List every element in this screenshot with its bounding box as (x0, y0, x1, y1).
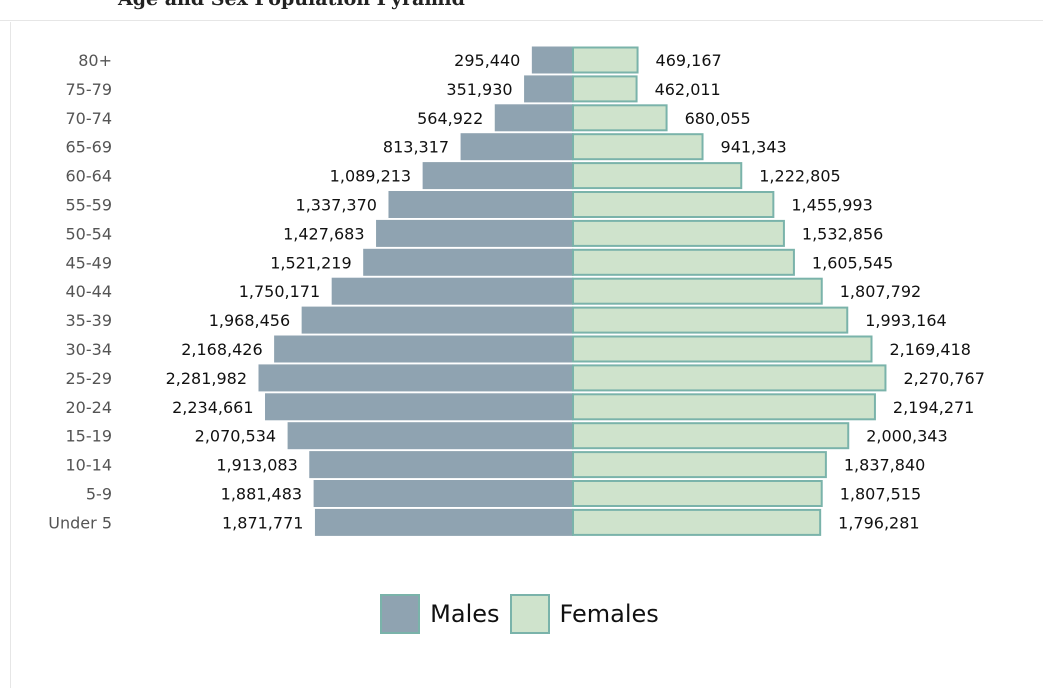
chart-title: Age and Sex Population Pyramid (118, 0, 465, 10)
male-bar-25-29 (258, 364, 574, 392)
male-bar-35-39 (301, 306, 574, 334)
male-value-label: 1,089,213 (330, 167, 411, 186)
female-bar-10-14 (572, 451, 827, 479)
male-bar-5-9 (313, 480, 574, 507)
female-bar-75-79 (572, 75, 638, 103)
male-bar-80- (531, 46, 574, 74)
female-bar-40-44 (572, 277, 823, 305)
age-group-label: 60-64 (66, 167, 113, 186)
legend: Males Females (0, 590, 1043, 638)
female-bar-25-29 (572, 364, 887, 392)
males-swatch (380, 594, 421, 634)
male-bar-50-54 (376, 219, 574, 247)
age-group-label: 10-14 (66, 456, 113, 475)
male-bar-20-24 (265, 393, 574, 421)
left-divider (10, 22, 11, 688)
female-value-label: 680,055 (685, 109, 751, 128)
legend-item-females: Females (509, 594, 663, 634)
male-value-label: 1,968,456 (209, 311, 290, 330)
female-value-label: 1,993,164 (865, 311, 946, 330)
female-bar-60-64 (572, 162, 743, 190)
age-group-label: 75-79 (66, 80, 113, 99)
female-value-label: 1,222,805 (759, 167, 840, 186)
top-divider (0, 20, 1043, 21)
population-pyramid-chart: Under 5 1,871,771 1,796,281 5-9 1,881,483 1,8… (48, 46, 985, 536)
age-group-label: 65-69 (66, 138, 113, 157)
male-value-label: 2,234,661 (172, 398, 253, 417)
male-value-label: 1,337,370 (296, 196, 377, 215)
male-value-label: 564,922 (417, 109, 483, 128)
age-group-label: 40-44 (66, 282, 113, 301)
age-group-label: 15-19 (66, 427, 113, 446)
age-group-label: 80+ (78, 51, 112, 70)
male-bar-15-19 (287, 422, 574, 450)
female-bar-70-74 (572, 104, 668, 132)
female-value-label: 1,807,792 (840, 282, 921, 301)
female-value-label: 1,532,856 (802, 224, 883, 243)
male-value-label: 2,070,534 (195, 427, 276, 446)
male-value-label: 1,871,771 (222, 513, 303, 532)
age-group-label: 45-49 (66, 253, 113, 272)
male-value-label: 1,881,483 (221, 485, 302, 504)
female-bar-under-5 (572, 508, 822, 536)
legend-item-males: Males (380, 594, 503, 634)
male-bar-10-14 (309, 451, 574, 479)
age-group-label: 70-74 (66, 109, 113, 128)
male-value-label: 2,281,982 (166, 369, 247, 388)
male-value-label: 1,750,171 (239, 282, 320, 301)
female-bar-20-24 (572, 393, 876, 421)
female-bar-50-54 (572, 219, 785, 247)
age-group-label: 20-24 (66, 398, 113, 417)
female-bar-30-34 (572, 335, 873, 363)
title-strip: Age and Sex Population Pyramid (0, 0, 1043, 22)
age-group-label: 30-34 (66, 340, 113, 359)
age-group-label: 25-29 (66, 369, 113, 388)
females-swatch (509, 594, 550, 634)
female-bar-5-9 (572, 480, 823, 507)
male-bar-45-49 (363, 248, 574, 276)
female-value-label: 2,000,343 (866, 427, 947, 446)
female-bar-35-39 (572, 306, 849, 334)
male-value-label: 351,930 (446, 80, 512, 99)
female-bar-65-69 (572, 133, 704, 161)
age-group-label: 35-39 (66, 311, 113, 330)
female-value-label: 941,343 (721, 138, 787, 157)
age-group-label: Under 5 (48, 513, 112, 532)
male-bar-55-59 (388, 191, 574, 218)
female-value-label: 1,807,515 (840, 485, 921, 504)
female-value-label: 1,796,281 (838, 513, 919, 532)
male-value-label: 2,168,426 (181, 340, 262, 359)
age-group-label: 5-9 (86, 485, 112, 504)
female-value-label: 462,011 (655, 80, 721, 99)
male-value-label: 1,521,219 (270, 253, 351, 272)
female-value-label: 1,605,545 (812, 253, 893, 272)
male-bar-30-34 (274, 335, 574, 363)
female-value-label: 1,455,993 (791, 196, 872, 215)
male-value-label: 1,427,683 (283, 224, 364, 243)
male-value-label: 813,317 (383, 138, 449, 157)
female-value-label: 1,837,840 (844, 456, 925, 475)
female-bar-45-49 (572, 248, 795, 276)
female-value-label: 2,270,767 (903, 369, 984, 388)
male-value-label: 1,913,083 (216, 456, 297, 475)
female-bar-55-59 (572, 191, 775, 218)
male-bar-75-79 (524, 75, 574, 103)
females-legend-label: Females (559, 600, 659, 628)
male-bar-60-64 (422, 162, 574, 190)
female-value-label: 2,169,418 (890, 340, 971, 359)
male-bar-under-5 (314, 508, 574, 536)
female-bar-80- (572, 46, 639, 74)
male-bar-65-69 (460, 133, 574, 161)
male-bar-40-44 (331, 277, 574, 305)
male-value-label: 295,440 (454, 51, 520, 70)
age-group-label: 55-59 (66, 196, 113, 215)
female-bar-15-19 (572, 422, 850, 450)
males-legend-label: Males (430, 600, 500, 628)
age-group-label: 50-54 (66, 224, 113, 243)
female-value-label: 469,167 (656, 51, 722, 70)
male-bar-70-74 (494, 104, 574, 132)
female-value-label: 2,194,271 (893, 398, 974, 417)
